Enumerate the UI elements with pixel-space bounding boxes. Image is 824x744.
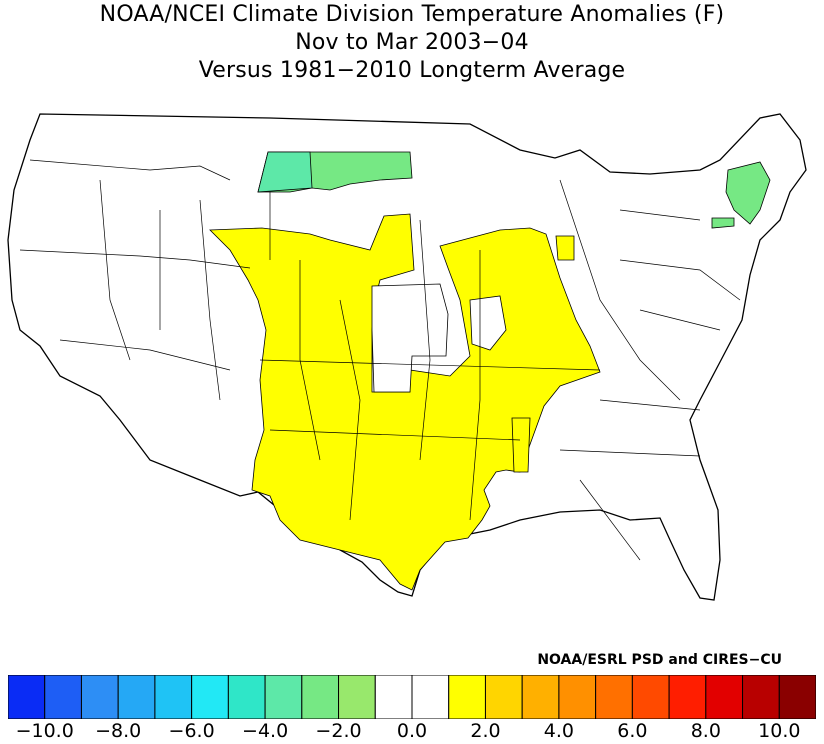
legend-tick-label: 0.0 — [396, 720, 428, 742]
legend-swatch — [191, 675, 229, 719]
legend-swatch — [264, 675, 303, 719]
legend-swatch — [8, 675, 46, 719]
legend-swatch — [521, 675, 560, 719]
credit-text: NOAA/ESRL PSD and CIRES−CU — [537, 652, 782, 668]
legend-swatch — [778, 675, 816, 719]
division-lines — [19, 159, 741, 561]
legend-tick-label: −2.0 — [315, 720, 362, 742]
legend-swatch — [595, 675, 633, 719]
legend-tick-label: −6.0 — [168, 720, 215, 742]
legend-swatch — [117, 675, 156, 719]
neutral-pocket-ks — [371, 283, 449, 393]
map-title: NOAA/NCEI Climate Division Temperature A… — [99, 2, 725, 27]
legend-swatch — [80, 675, 119, 719]
map-period: Nov to Mar 2003−04 — [295, 30, 529, 55]
legend-tick-label: 10.0 — [758, 720, 801, 742]
legend-swatch — [154, 675, 193, 719]
legend-tick-label: −10.0 — [15, 720, 74, 742]
warm-anomaly-il — [555, 235, 575, 261]
legend-tick-label: −8.0 — [95, 720, 142, 742]
legend-swatch — [227, 675, 266, 719]
map-baseline: Versus 1981−2010 Longterm Average — [198, 58, 626, 83]
legend-tick-label: 8.0 — [690, 720, 721, 742]
legend-swatch — [742, 675, 780, 719]
neutral-pocket-ia — [469, 295, 507, 351]
legend-swatch — [668, 675, 707, 719]
color-legend-bar — [8, 675, 816, 719]
cool-anomaly-nd-core — [257, 151, 313, 193]
legend-tick-label: −4.0 — [242, 720, 289, 742]
us-climate-division-map — [7, 113, 807, 601]
legend-swatch — [631, 675, 670, 719]
legend-swatch — [411, 675, 450, 719]
legend-swatch — [374, 675, 413, 719]
cool-anomaly-new-england — [725, 161, 771, 225]
warm-anomaly-ms — [511, 417, 531, 473]
cool-anomaly-ny — [711, 217, 735, 229]
legend-swatch — [338, 675, 376, 719]
legend-swatch — [484, 675, 523, 719]
legend-tick-label: 4.0 — [543, 720, 574, 742]
legend-swatch — [301, 675, 340, 719]
legend-tick-label: 2.0 — [470, 720, 501, 742]
legend-swatch — [705, 675, 744, 719]
legend-tick-label: 6.0 — [617, 720, 648, 742]
legend-swatch — [558, 675, 597, 719]
legend-swatch — [44, 675, 82, 719]
legend-swatch — [448, 675, 486, 719]
warm-anomaly-central — [209, 213, 601, 591]
